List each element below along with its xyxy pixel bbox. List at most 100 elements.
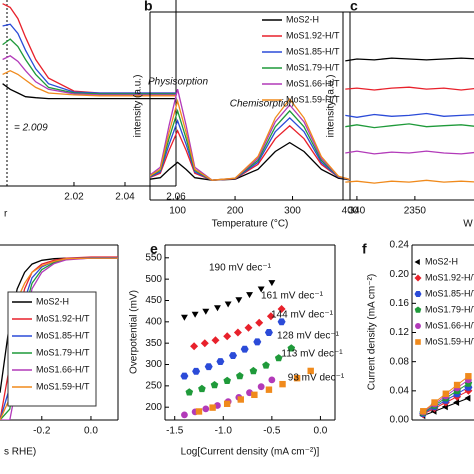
annotation: 144 mV dec⁻¹ [271, 310, 334, 321]
legend: MoS2-H MoS1.92-H/T MoS1.85-H/T MoS1.79-H/T M… [7, 291, 97, 407]
legend-label: MoS1.79-H/T [36, 347, 90, 357]
y-axis-label: intensity (a.u.) [326, 75, 337, 138]
data-point [442, 390, 450, 397]
data-point [287, 344, 296, 352]
plot-area [345, 57, 474, 184]
data-point [240, 345, 249, 353]
legend-label: MoS1.66-H/T [36, 364, 90, 374]
x-axis-label: r [4, 209, 8, 220]
plot-area [150, 89, 350, 181]
annotation: 190 mV dec⁻¹ [209, 263, 272, 274]
data-point [465, 373, 472, 380]
y-tick-label: 200 [145, 402, 162, 413]
series-line [150, 116, 350, 181]
y-tick-label: 0.12 [390, 327, 410, 338]
x-tick-label: -0.2 [33, 426, 51, 437]
legend-label: MoS1.79-H/T [425, 304, 474, 314]
x-tick-label: 0.0 [84, 426, 98, 437]
data-point [307, 367, 314, 375]
data-point [224, 301, 232, 308]
legend-swatch [414, 291, 422, 297]
data-point [209, 404, 216, 411]
data-point [266, 312, 275, 321]
legend: MoS2-H MoS1.92-H/T MoS1.85-H/T MoS1.79-H/T M… [262, 14, 340, 104]
x-tick-label: 2.02 [64, 192, 84, 203]
series-line [150, 108, 350, 181]
data-point [236, 372, 244, 380]
legend-swatch [415, 339, 421, 345]
data-point [431, 399, 438, 406]
series-line [2, 83, 176, 100]
data-point [264, 329, 273, 336]
data-point [192, 367, 201, 375]
series-line [2, 23, 176, 94]
plot-area [419, 373, 473, 420]
x-tick-label: 2.04 [115, 192, 135, 203]
series-line [2, 55, 176, 96]
legend-label: MoS1.66-H/T [425, 320, 474, 330]
x-tick-label: -0.5 [263, 426, 281, 437]
legend-swatch [414, 306, 422, 313]
annotation: 113 mV dec⁻¹ [281, 349, 343, 360]
data-point [293, 374, 301, 382]
data-point [255, 318, 264, 327]
panel-label: e [150, 241, 158, 257]
panel-label: f [362, 241, 367, 257]
y-tick-label: 450 [145, 295, 162, 306]
data-point [253, 338, 262, 346]
annotation: Physisorption [148, 77, 208, 88]
y-tick-label: 500 [145, 274, 162, 285]
legend-swatch [415, 323, 421, 329]
data-point [277, 318, 286, 326]
data-point [204, 363, 213, 371]
y-tick-label: 0.04 [390, 385, 410, 396]
y-tick-label: 350 [145, 338, 162, 349]
annotation: 93 mV dec⁻¹ [288, 373, 345, 384]
data-point [265, 386, 273, 393]
y-tick-label: 300 [145, 359, 162, 370]
series-line [150, 98, 350, 181]
legend-label: MoS1.85-H/T [286, 46, 340, 56]
legend-label: MoS1.59-H/T [425, 336, 474, 346]
y-tick-label: 0.24 [390, 240, 410, 251]
x-tick-label: -1.0 [215, 426, 233, 437]
data-point [200, 339, 209, 348]
plot-area [180, 280, 314, 419]
series-line [345, 86, 474, 91]
data-point [274, 354, 283, 362]
y-tick-label: 0.08 [390, 356, 410, 367]
annotation: Chemisorption [230, 99, 295, 110]
data-point [223, 332, 232, 341]
y-tick-label: 0.16 [390, 298, 410, 309]
series-line [345, 179, 474, 184]
y-axis-label: Current density (mA cm⁻²) [367, 274, 378, 390]
data-point [244, 323, 253, 332]
y-tick-label: 400 [145, 316, 162, 327]
data-point [268, 376, 276, 384]
series-line [2, 69, 176, 97]
data-point [249, 366, 258, 375]
legend-swatch [414, 259, 420, 265]
x-tick-label: -1.5 [166, 426, 184, 437]
data-point [211, 336, 220, 345]
data-point [180, 372, 189, 380]
legend-label: MoS2-H [36, 296, 69, 306]
legend-label: MoS2-H [286, 14, 319, 24]
panel: 100 200 300 400 b Temperature (°C) intensity (… [133, 0, 359, 230]
y-tick-label: 0.00 [390, 415, 410, 426]
x-tick-label: 200 [227, 206, 244, 217]
panel: -1.5 -1.0 -0.5 0.0 200 250 300 350 400 450 500 550e… [129, 241, 345, 458]
data-point [246, 292, 253, 299]
data-point [198, 384, 206, 393]
legend-label: MoS2-H [425, 256, 458, 266]
data-point [214, 305, 221, 312]
x-tick-label: 0.0 [313, 426, 327, 437]
series-line [345, 112, 474, 118]
data-point [464, 394, 471, 402]
x-tick-label: 300 [284, 206, 301, 217]
data-point [216, 358, 225, 365]
x-axis-label: s RHE) [4, 447, 36, 458]
data-point [223, 400, 231, 407]
